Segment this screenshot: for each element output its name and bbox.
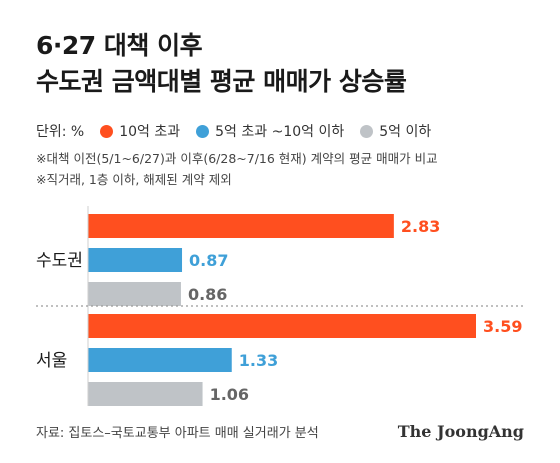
title-line-1: 6·27 대책 이후 xyxy=(36,31,203,60)
unit-label: 단위: % xyxy=(36,124,85,140)
legend-label-over-10: 10억 초과 xyxy=(119,124,181,140)
legend-item-5-to-10: 5억 초과 ~10억 이하 xyxy=(196,121,344,141)
bar-5-to-10-0 xyxy=(88,248,183,272)
footer: 자료: 집토스–국토교통부 아파트 매매 실거래가 분석 The JoongAn… xyxy=(36,422,524,441)
source-note: 자료: 집토스–국토교통부 아파트 매매 실거래가 분석 xyxy=(36,426,319,441)
bar-under-5-1 xyxy=(88,382,203,406)
value-label-under-5-1: 1.06 xyxy=(210,385,249,404)
value-label-over-10-1: 3.59 xyxy=(483,317,522,336)
note-2: ※직거래, 1층 이하, 해제된 계약 제외 xyxy=(36,172,232,187)
legend-swatch-under-5 xyxy=(360,124,374,138)
chart-title: 6·27 대책 이후 수도권 금액대별 평균 매매가 상승률 xyxy=(36,28,407,100)
notes: ※대책 이전(5/1~6/27)과 이후(6/28~7/16 현재) 계약의 평… xyxy=(36,148,438,190)
legend-swatch-5-to-10 xyxy=(196,124,210,138)
category-label-1: 서울 xyxy=(36,351,67,371)
legend-label-5-to-10: 5억 초과 ~10억 이하 xyxy=(215,124,345,140)
legend: 단위: % 10억 초과 5억 초과 ~10억 이하 5억 이하 xyxy=(36,121,447,141)
bar-under-5-0 xyxy=(88,282,181,306)
legend-item-under-5: 5억 이하 xyxy=(360,121,431,141)
value-label-over-10-0: 2.83 xyxy=(401,217,440,236)
title-line-2: 수도권 금액대별 평균 매매가 상승률 xyxy=(36,67,407,96)
legend-swatch-over-10 xyxy=(100,124,114,138)
category-label-0: 수도권 xyxy=(36,251,83,271)
value-label-5-to-10-0: 0.87 xyxy=(189,251,228,270)
value-label-under-5-0: 0.86 xyxy=(188,285,227,304)
brand-logo: The JoongAng xyxy=(397,422,524,441)
note-1: ※대책 이전(5/1~6/27)과 이후(6/28~7/16 현재) 계약의 평… xyxy=(36,151,438,166)
legend-item-over-10: 10억 초과 xyxy=(100,121,180,141)
bar-5-to-10-1 xyxy=(88,348,232,372)
bar-over-10-1 xyxy=(88,314,476,338)
value-label-5-to-10-1: 1.33 xyxy=(239,351,278,370)
bar-over-10-0 xyxy=(88,214,394,238)
legend-label-under-5: 5억 이하 xyxy=(379,124,432,140)
